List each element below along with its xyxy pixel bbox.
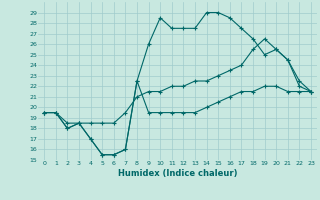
X-axis label: Humidex (Indice chaleur): Humidex (Indice chaleur) [118, 169, 237, 178]
